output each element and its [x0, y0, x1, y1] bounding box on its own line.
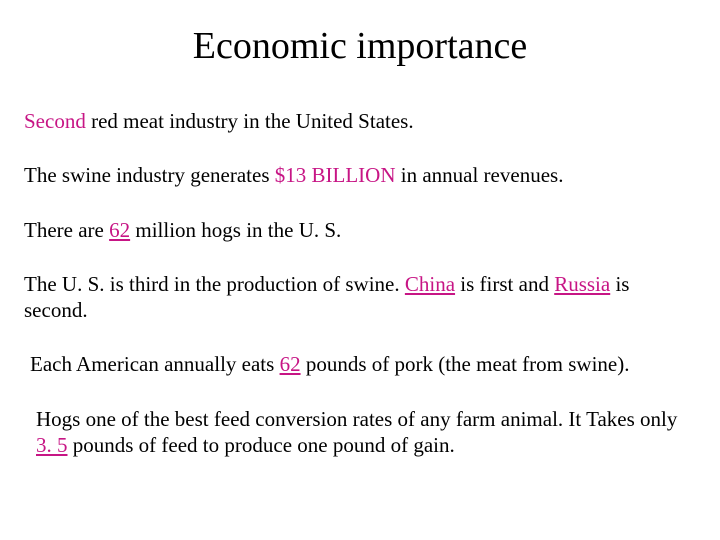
bullet-3-t2: million hogs in the U. S. [130, 218, 341, 242]
bullet-4-hl2: Russia [554, 272, 610, 296]
bullet-5-t1: Each American annually eats [30, 352, 280, 376]
slide-container: Economic importance Second red meat indu… [0, 0, 720, 540]
bullet-3-t1: There are [24, 218, 109, 242]
bullet-4: The U. S. is third in the production of … [24, 271, 696, 324]
bullet-4-t2: is first and [455, 272, 554, 296]
bullet-1-text: red meat industry in the United States. [86, 109, 414, 133]
slide-title: Economic importance [24, 24, 696, 68]
bullet-2-hl2: BILLION [312, 163, 396, 187]
bullet-2-t1: The swine industry generates [24, 163, 275, 187]
bullet-5-t2: pounds of pork (the meat from swine). [301, 352, 630, 376]
bullet-2-hl1: $13 [275, 163, 307, 187]
bullet-6-t1: Hogs one of the best feed conversion rat… [36, 407, 677, 431]
bullet-4-t1: The U. S. is third in the production of … [24, 272, 405, 296]
bullet-1: Second red meat industry in the United S… [24, 108, 696, 134]
bullet-6: Hogs one of the best feed conversion rat… [36, 406, 696, 459]
bullet-6-t2: pounds of feed to produce one pound of g… [68, 433, 455, 457]
bullet-5: Each American annually eats 62 pounds of… [30, 351, 696, 377]
bullet-3: There are 62 million hogs in the U. S. [24, 217, 696, 243]
bullet-2-t2: in annual revenues. [396, 163, 564, 187]
bullet-2: The swine industry generates $13 BILLION… [24, 162, 696, 188]
bullet-4-hl1: China [405, 272, 455, 296]
bullet-1-highlight: Second [24, 109, 86, 133]
bullet-5-hl: 62 [280, 352, 301, 376]
bullet-6-hl: 3. 5 [36, 433, 68, 457]
bullet-3-hl: 62 [109, 218, 130, 242]
